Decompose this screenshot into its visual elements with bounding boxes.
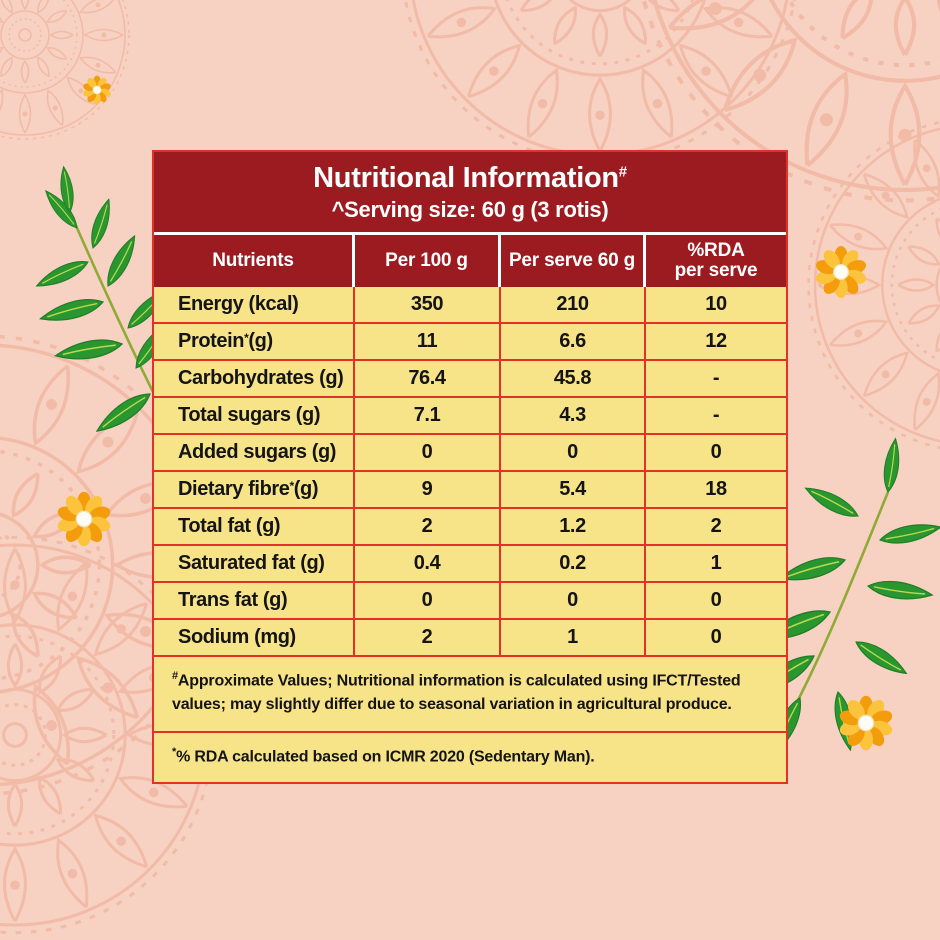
- per-100g-value: 0.4: [355, 546, 501, 582]
- neem-leaf-branch-right: [749, 436, 940, 759]
- rda-value: -: [712, 404, 720, 427]
- table-row-dietary-fibre: Dietary fibre * (g) 9 5.4 18: [154, 472, 786, 510]
- column-header-per-serve: Per serve 60 g: [501, 235, 646, 288]
- table-row-saturated-fat: Saturated fat (g) 0.4 0.2 1: [154, 546, 786, 584]
- per-100g-value: 0: [355, 435, 501, 471]
- per-serve-value: 0: [501, 583, 646, 619]
- table-row-energy: Energy (kcal) 350 210 10: [154, 287, 786, 325]
- marigold-flower-small-icon: [81, 75, 113, 105]
- nutrient-label: Trans fat (g): [154, 583, 355, 619]
- title-footnote-marker: #: [618, 163, 627, 181]
- per-serve-value: 45.8: [501, 361, 646, 397]
- nutrient-label: Added sugars (g): [154, 435, 355, 471]
- nutrient-label: Carbohydrates (g): [154, 361, 355, 397]
- footnote-approximate-values: #Approximate Values; Nutritional informa…: [154, 657, 786, 734]
- column-header-per-100g: Per 100 g: [355, 235, 501, 288]
- nutrient-label: Energy (kcal): [154, 287, 355, 323]
- per-serve-value: 5.4: [501, 472, 646, 508]
- table-row-trans-fat: Trans fat (g) 0 0 0: [154, 583, 786, 621]
- per-serve-value: 4.3: [501, 398, 646, 434]
- nutrient-label: Saturated fat (g): [154, 546, 355, 582]
- column-header-row: Nutrients Per 100 g Per serve 60 g %RDA …: [154, 235, 786, 288]
- table-row-total-sugars: Total sugars (g) 7.1 4.3 -: [154, 398, 786, 436]
- column-header-rda: %RDA per serve: [674, 239, 758, 282]
- nutrient-label: Protein * (g): [154, 324, 355, 360]
- nutrient-label: Total sugars (g): [154, 398, 355, 434]
- rda-value: 0: [710, 589, 722, 612]
- rda-value: 0: [710, 441, 722, 464]
- table-row-carbohydrates: Carbohydrates (g) 76.4 45.8 -: [154, 361, 786, 399]
- column-header-nutrients: Nutrients: [154, 235, 355, 288]
- table-row-protein: Protein * (g) 11 6.6 12: [154, 324, 786, 362]
- table-row-total-fat: Total fat (g) 2 1.2 2: [154, 509, 786, 547]
- footnote-marker: *: [172, 746, 177, 759]
- marigold-flower-right-icon: [813, 245, 869, 299]
- per-100g-value: 7.1: [355, 398, 501, 434]
- rda-value: 12: [705, 330, 727, 353]
- rda-value: 10: [705, 293, 727, 316]
- mandala-pattern: [0, 0, 129, 139]
- rda-value: 1: [710, 552, 722, 575]
- rda-value: -: [712, 367, 720, 390]
- per-serve-value: 1: [501, 620, 646, 656]
- per-100g-value: 2: [355, 509, 501, 545]
- nutrient-label: Sodium (mg): [154, 620, 355, 656]
- table-row-added-sugars: Added sugars (g) 0 0 0: [154, 435, 786, 473]
- per-100g-value: 76.4: [355, 361, 501, 397]
- table-body: Energy (kcal) 350 210 10 Protein * (g) 11…: [154, 287, 786, 658]
- nutrition-facts-panel: Nutritional Information# ^Serving size: …: [152, 150, 788, 784]
- neem-leaf-branch-left: [32, 165, 174, 439]
- page-title: Nutritional Information#: [313, 162, 627, 194]
- nutrient-label: Total fat (g): [154, 509, 355, 545]
- serving-size-subtitle: ^Serving size: 60 g (3 rotis): [331, 196, 609, 222]
- per-serve-value: 210: [501, 287, 646, 323]
- table-title-band: Nutritional Information# ^Serving size: …: [154, 152, 786, 236]
- per-100g-value: 0: [355, 583, 501, 619]
- rda-value: 18: [705, 478, 727, 501]
- per-serve-value: 0: [501, 435, 646, 471]
- table-row-sodium: Sodium (mg) 2 1 0: [154, 620, 786, 658]
- per-serve-value: 1.2: [501, 509, 646, 545]
- marigold-flower-left-icon: [55, 491, 113, 547]
- per-serve-value: 0.2: [501, 546, 646, 582]
- footnote-marker: #: [172, 670, 178, 683]
- per-100g-value: 11: [355, 324, 501, 360]
- per-100g-value: 2: [355, 620, 501, 656]
- rda-value: 2: [710, 515, 722, 538]
- nutrient-label: Dietary fibre * (g): [154, 472, 355, 508]
- per-100g-value: 350: [355, 287, 501, 323]
- per-100g-value: 9: [355, 472, 501, 508]
- rda-value: 0: [710, 626, 722, 649]
- footnote-rda-basis: *% RDA calculated based on ICMR 2020 (Se…: [172, 746, 595, 766]
- per-serve-value: 6.6: [501, 324, 646, 360]
